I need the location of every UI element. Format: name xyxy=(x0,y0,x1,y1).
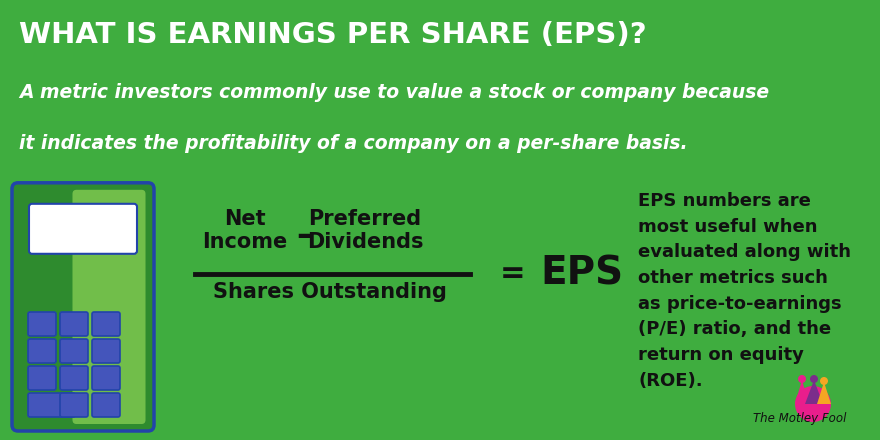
Circle shape xyxy=(795,386,831,422)
Text: EPS numbers are
most useful when
evaluated along with
other metrics such
as pric: EPS numbers are most useful when evaluat… xyxy=(638,192,852,390)
FancyBboxPatch shape xyxy=(28,366,56,390)
FancyBboxPatch shape xyxy=(28,312,56,336)
Text: Net
Income: Net Income xyxy=(202,209,288,252)
FancyBboxPatch shape xyxy=(92,312,120,336)
Text: The Motley Fool: The Motley Fool xyxy=(753,411,847,425)
FancyBboxPatch shape xyxy=(28,339,56,363)
FancyBboxPatch shape xyxy=(60,339,88,363)
Text: A metric investors commonly use to value a stock or company because: A metric investors commonly use to value… xyxy=(19,84,769,103)
Polygon shape xyxy=(795,380,809,404)
Text: –: – xyxy=(297,219,313,252)
FancyBboxPatch shape xyxy=(92,339,120,363)
Text: Shares Outstanding: Shares Outstanding xyxy=(213,282,447,302)
FancyBboxPatch shape xyxy=(72,190,145,424)
FancyBboxPatch shape xyxy=(12,183,154,431)
FancyBboxPatch shape xyxy=(60,393,88,417)
Text: EPS: EPS xyxy=(540,255,623,293)
Circle shape xyxy=(820,377,828,385)
Text: WHAT IS EARNINGS PER SHARE (EPS)?: WHAT IS EARNINGS PER SHARE (EPS)? xyxy=(19,21,647,49)
FancyBboxPatch shape xyxy=(28,393,75,417)
FancyBboxPatch shape xyxy=(29,204,137,254)
Text: it indicates the profitability of a company on a per-share basis.: it indicates the profitability of a comp… xyxy=(19,134,688,153)
Polygon shape xyxy=(817,382,831,404)
Circle shape xyxy=(810,375,818,383)
FancyBboxPatch shape xyxy=(60,366,88,390)
Circle shape xyxy=(798,375,806,383)
Polygon shape xyxy=(805,380,823,404)
FancyBboxPatch shape xyxy=(92,366,120,390)
Text: Preferred
Dividends: Preferred Dividends xyxy=(307,209,423,252)
Text: =: = xyxy=(500,259,525,288)
FancyBboxPatch shape xyxy=(92,393,120,417)
FancyBboxPatch shape xyxy=(60,312,88,336)
